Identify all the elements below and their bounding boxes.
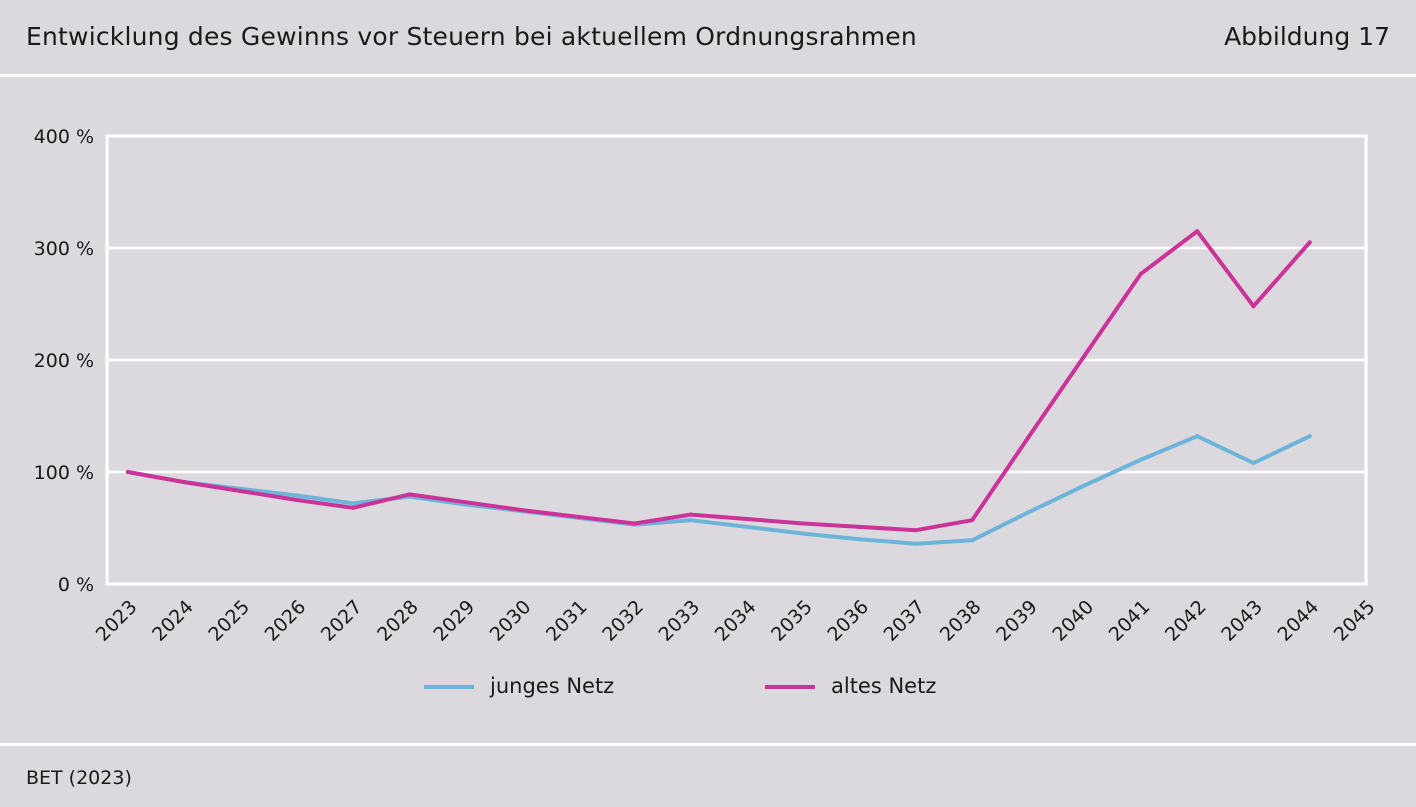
x-tick-label: 2039: [992, 596, 1042, 646]
series-line-junges-netz: [126, 434, 1312, 546]
data-point: [1026, 510, 1031, 515]
data-point: [1082, 353, 1087, 358]
legend-label-altes-netz: altes Netz: [831, 674, 937, 698]
y-tick-label: 400 %: [34, 126, 94, 148]
data-point: [801, 531, 806, 536]
x-tick-label: 2032: [598, 596, 648, 646]
data-point: [970, 518, 975, 523]
y-tick-label: 0 %: [58, 574, 94, 596]
y-tick-label: 300 %: [34, 238, 94, 260]
x-tick-label: 2023: [92, 596, 142, 646]
x-tick-label: 2040: [1048, 596, 1098, 646]
data-point: [913, 541, 918, 546]
data-point: [1307, 240, 1312, 245]
data-point: [1026, 435, 1031, 440]
data-point: [1195, 229, 1200, 234]
data-point: [238, 489, 243, 494]
data-point: [294, 493, 299, 498]
x-tick-label: 2024: [148, 596, 198, 646]
data-point: [294, 498, 299, 502]
data-point: [1251, 304, 1256, 309]
x-tick-label: 2043: [1217, 596, 1267, 646]
data-point: [351, 501, 356, 506]
x-tick-label: 2034: [711, 596, 761, 646]
x-tick-label: 2037: [880, 596, 930, 646]
x-tick-label: 2041: [1105, 596, 1155, 646]
x-tick-label: 2025: [204, 596, 254, 646]
header-divider: [0, 74, 1416, 77]
footer-divider: [0, 743, 1416, 746]
data-point: [745, 524, 749, 529]
legend-label-junges-netz: junges Netz: [490, 674, 615, 698]
data-point: [801, 521, 806, 526]
data-point: [463, 500, 468, 505]
line-chart: 0 %100 %200 %300 %400 %2023 2024 2025 2026 2…: [34, 126, 1380, 646]
y-tick-label: 200 %: [34, 350, 94, 372]
figure-label: Abbildung 17: [1224, 22, 1390, 51]
x-tick-label: 2030: [486, 596, 536, 646]
data-point: [857, 524, 862, 529]
x-tick-label: 2035: [767, 596, 817, 646]
x-tick-label: 2044: [1274, 596, 1324, 646]
data-point: [576, 514, 581, 519]
x-tick-label: 2029: [429, 596, 479, 646]
chart-title: Entwicklung des Gewinns vor Steuern bei …: [26, 22, 917, 51]
data-point: [351, 505, 356, 510]
data-point: [1195, 434, 1200, 439]
data-point: [913, 528, 918, 533]
data-point: [632, 521, 637, 526]
chart-header: Entwicklung des Gewinns vor Steuern bei …: [0, 0, 1416, 76]
x-tick-label: 2033: [655, 596, 705, 646]
x-tick-label: 2042: [1161, 596, 1211, 646]
source-note: BET (2023): [26, 767, 132, 789]
data-point: [126, 470, 130, 474]
x-tick-label: 2028: [373, 596, 423, 646]
data-point: [1307, 434, 1312, 439]
data-point: [688, 518, 693, 523]
data-point: [407, 492, 412, 497]
chart-legend: junges Netz altes Netz: [0, 672, 1416, 702]
x-tick-label: 2031: [542, 596, 592, 646]
x-tick-label: 2045: [1330, 596, 1380, 646]
x-tick-label: 2038: [936, 596, 986, 646]
data-point: [1251, 461, 1256, 466]
data-point: [1082, 483, 1087, 488]
legend-swatch-altes-netz: [765, 685, 815, 689]
data-point: [519, 508, 524, 513]
x-tick-label: 2036: [823, 596, 873, 646]
legend-swatch-junges-netz: [424, 685, 474, 689]
y-tick-label: 100 %: [34, 462, 94, 484]
data-point: [688, 512, 693, 517]
x-tick-label: 2027: [317, 596, 367, 646]
data-point: [1138, 457, 1143, 462]
data-point: [182, 480, 187, 485]
data-point: [970, 538, 975, 543]
data-point: [745, 517, 749, 522]
series-line-altes-netz: [126, 229, 1312, 533]
data-point: [1138, 271, 1143, 276]
data-point: [857, 537, 862, 542]
x-tick-label: 2026: [261, 596, 311, 646]
